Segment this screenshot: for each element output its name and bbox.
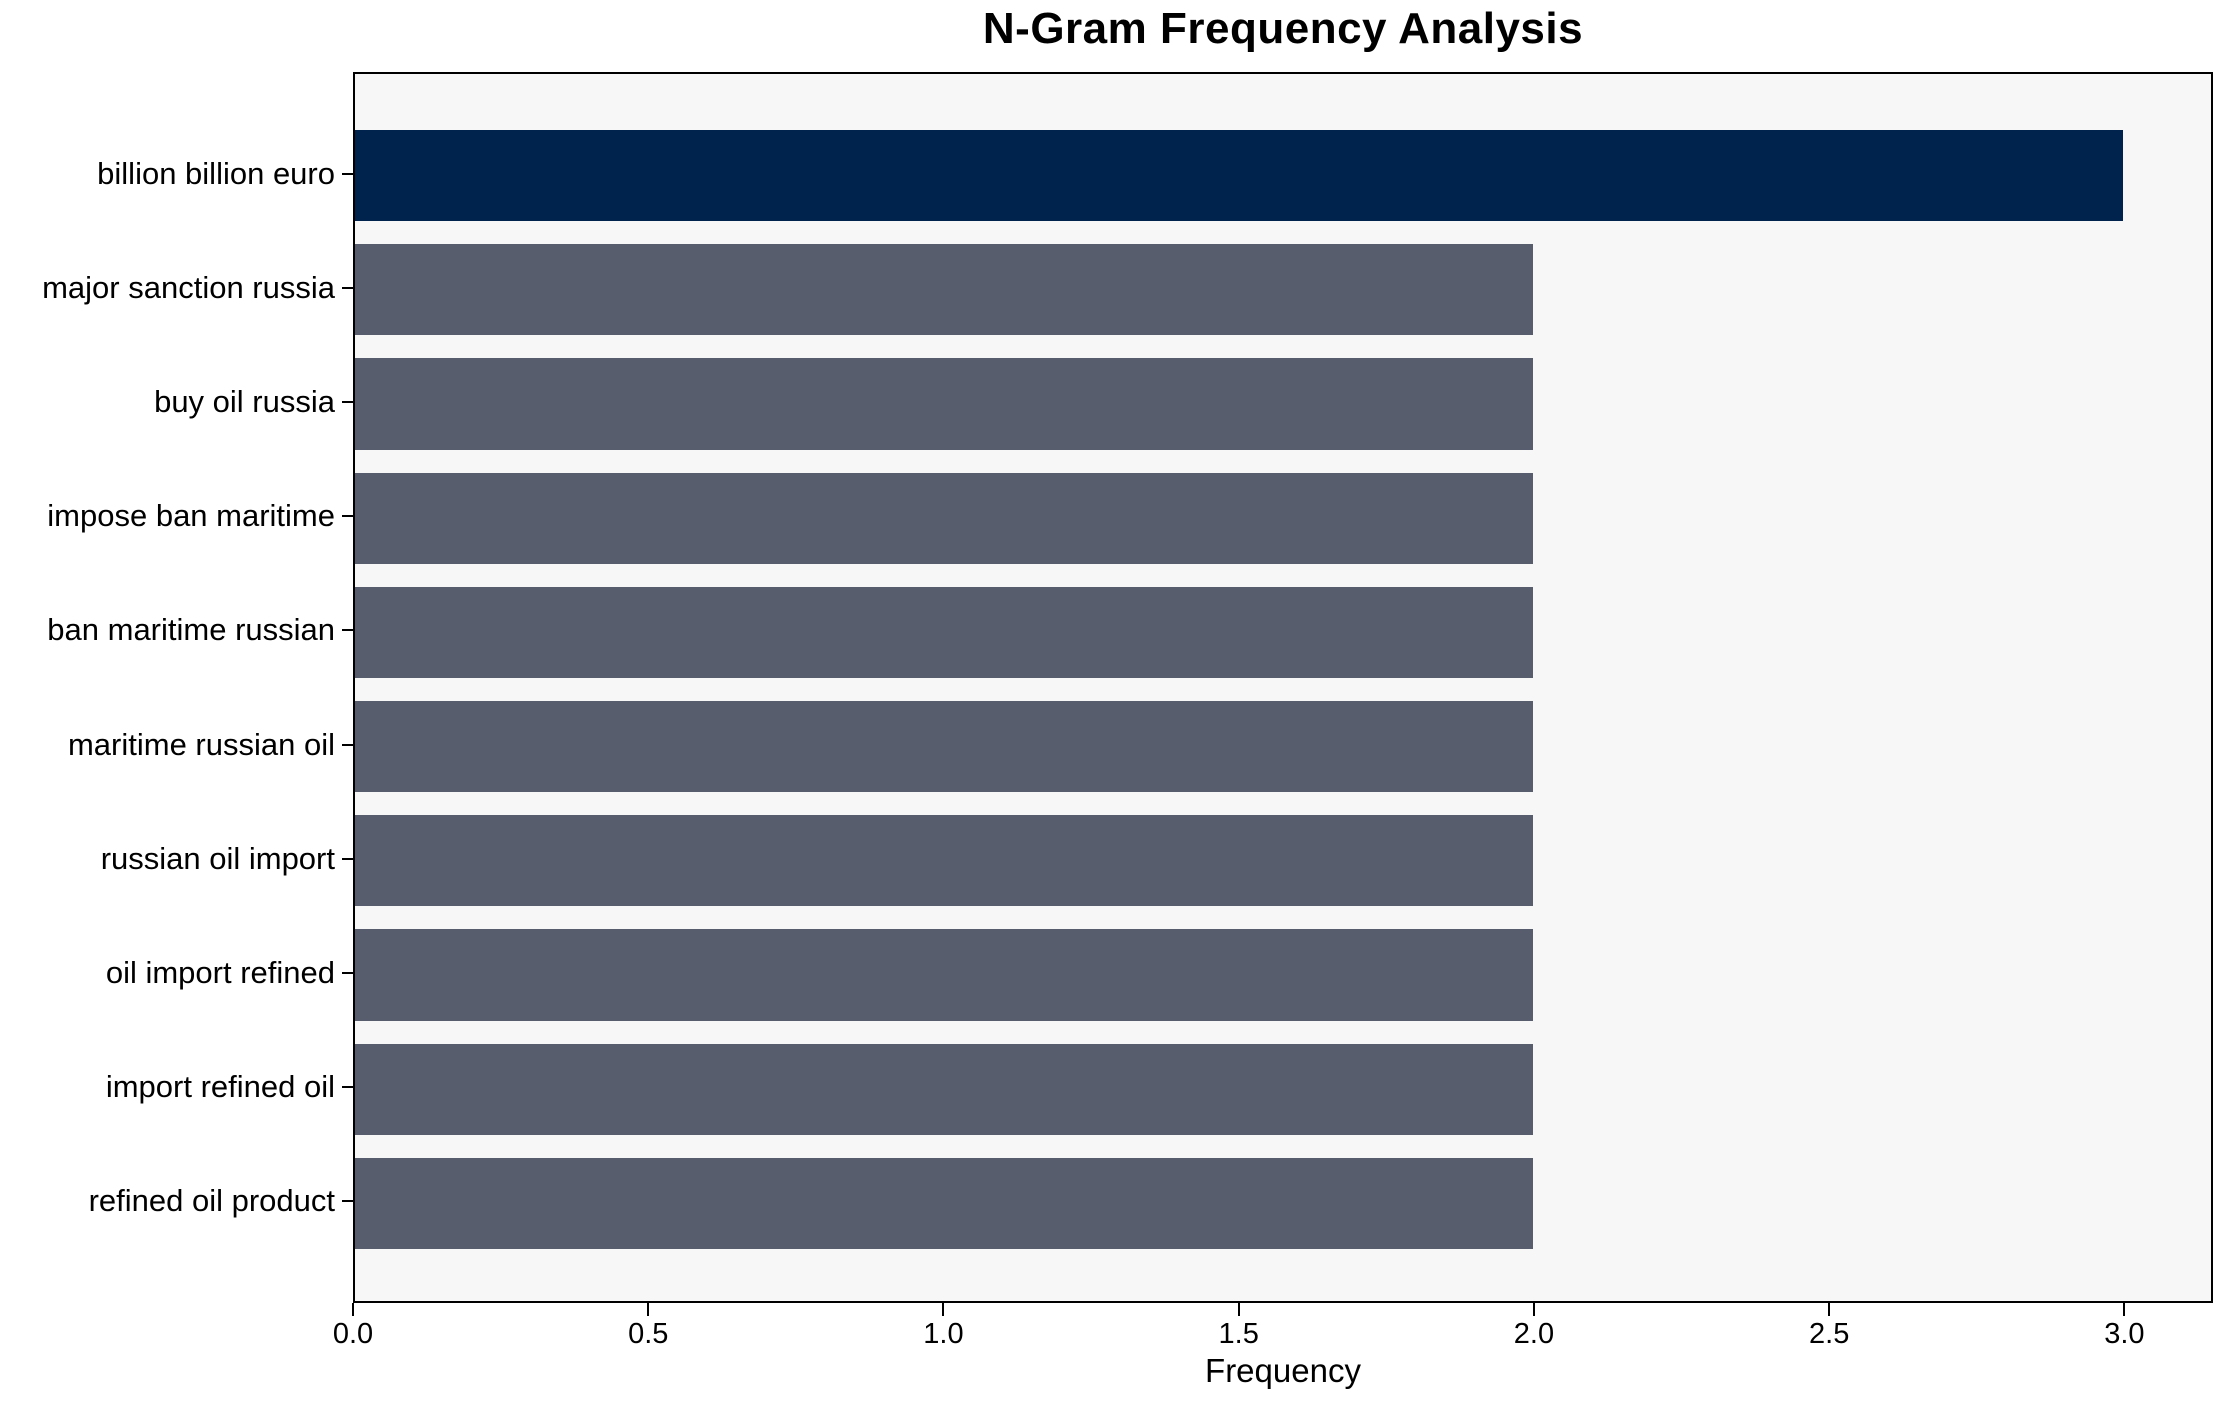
bar xyxy=(355,929,1534,1021)
x-tick-label: 0.0 xyxy=(332,1318,374,1350)
x-axis-label: Frequency xyxy=(1205,1352,1361,1389)
x-tick-mark xyxy=(647,1303,650,1316)
y-tick-label: buy oil russia xyxy=(154,384,335,419)
x-tick-mark xyxy=(1828,1303,1831,1316)
y-tick-mark xyxy=(342,743,353,746)
y-tick-label: maritime russian oil xyxy=(67,726,335,762)
bar xyxy=(355,358,1534,450)
bar xyxy=(355,815,1534,907)
y-tick-label: impose ban maritime xyxy=(47,498,335,534)
y-tick-mark xyxy=(342,972,353,974)
x-tick-mark xyxy=(1237,1303,1240,1316)
y-tick-label: billion billion euro xyxy=(97,155,335,191)
x-tick-mark xyxy=(1532,1303,1535,1316)
x-tick-label: 3.0 xyxy=(2104,1318,2145,1350)
y-tick-mark xyxy=(342,286,353,289)
y-tick-mark xyxy=(342,1086,353,1089)
bar xyxy=(355,244,1534,336)
y-tick-label: major sanction russia xyxy=(42,269,335,305)
x-tick-mark xyxy=(942,1303,945,1316)
bar xyxy=(355,700,1534,793)
y-tick-mark xyxy=(342,172,353,175)
bar xyxy=(355,586,1534,679)
x-tick-label: 1.0 xyxy=(923,1318,964,1350)
y-tick-mark xyxy=(342,515,353,518)
x-tick-label: 1.5 xyxy=(1218,1318,1259,1350)
bar xyxy=(355,1157,1534,1250)
x-tick-mark xyxy=(2123,1303,2126,1316)
bar xyxy=(355,472,1534,564)
y-tick-mark xyxy=(342,857,353,860)
y-tick-mark xyxy=(342,1200,353,1203)
chart-title: N-Gram Frequency Analysis xyxy=(982,4,1584,53)
x-tick-label: 2.0 xyxy=(1513,1318,1555,1350)
y-tick-label: oil import refined xyxy=(105,955,335,990)
y-tick-label: refined oil product xyxy=(88,1183,335,1219)
y-tick-label: russian oil import xyxy=(100,840,335,876)
y-tick-label: ban maritime russian xyxy=(47,612,335,648)
plot-area xyxy=(353,72,2213,1303)
bar xyxy=(355,129,2123,222)
bar xyxy=(355,1043,1534,1135)
x-tick-label: 0.5 xyxy=(628,1318,669,1350)
y-tick-label: import refined oil xyxy=(105,1069,335,1105)
y-tick-mark xyxy=(342,629,353,632)
x-tick-label: 2.5 xyxy=(1809,1318,1850,1350)
x-tick-mark xyxy=(352,1303,354,1316)
y-tick-mark xyxy=(342,401,353,403)
